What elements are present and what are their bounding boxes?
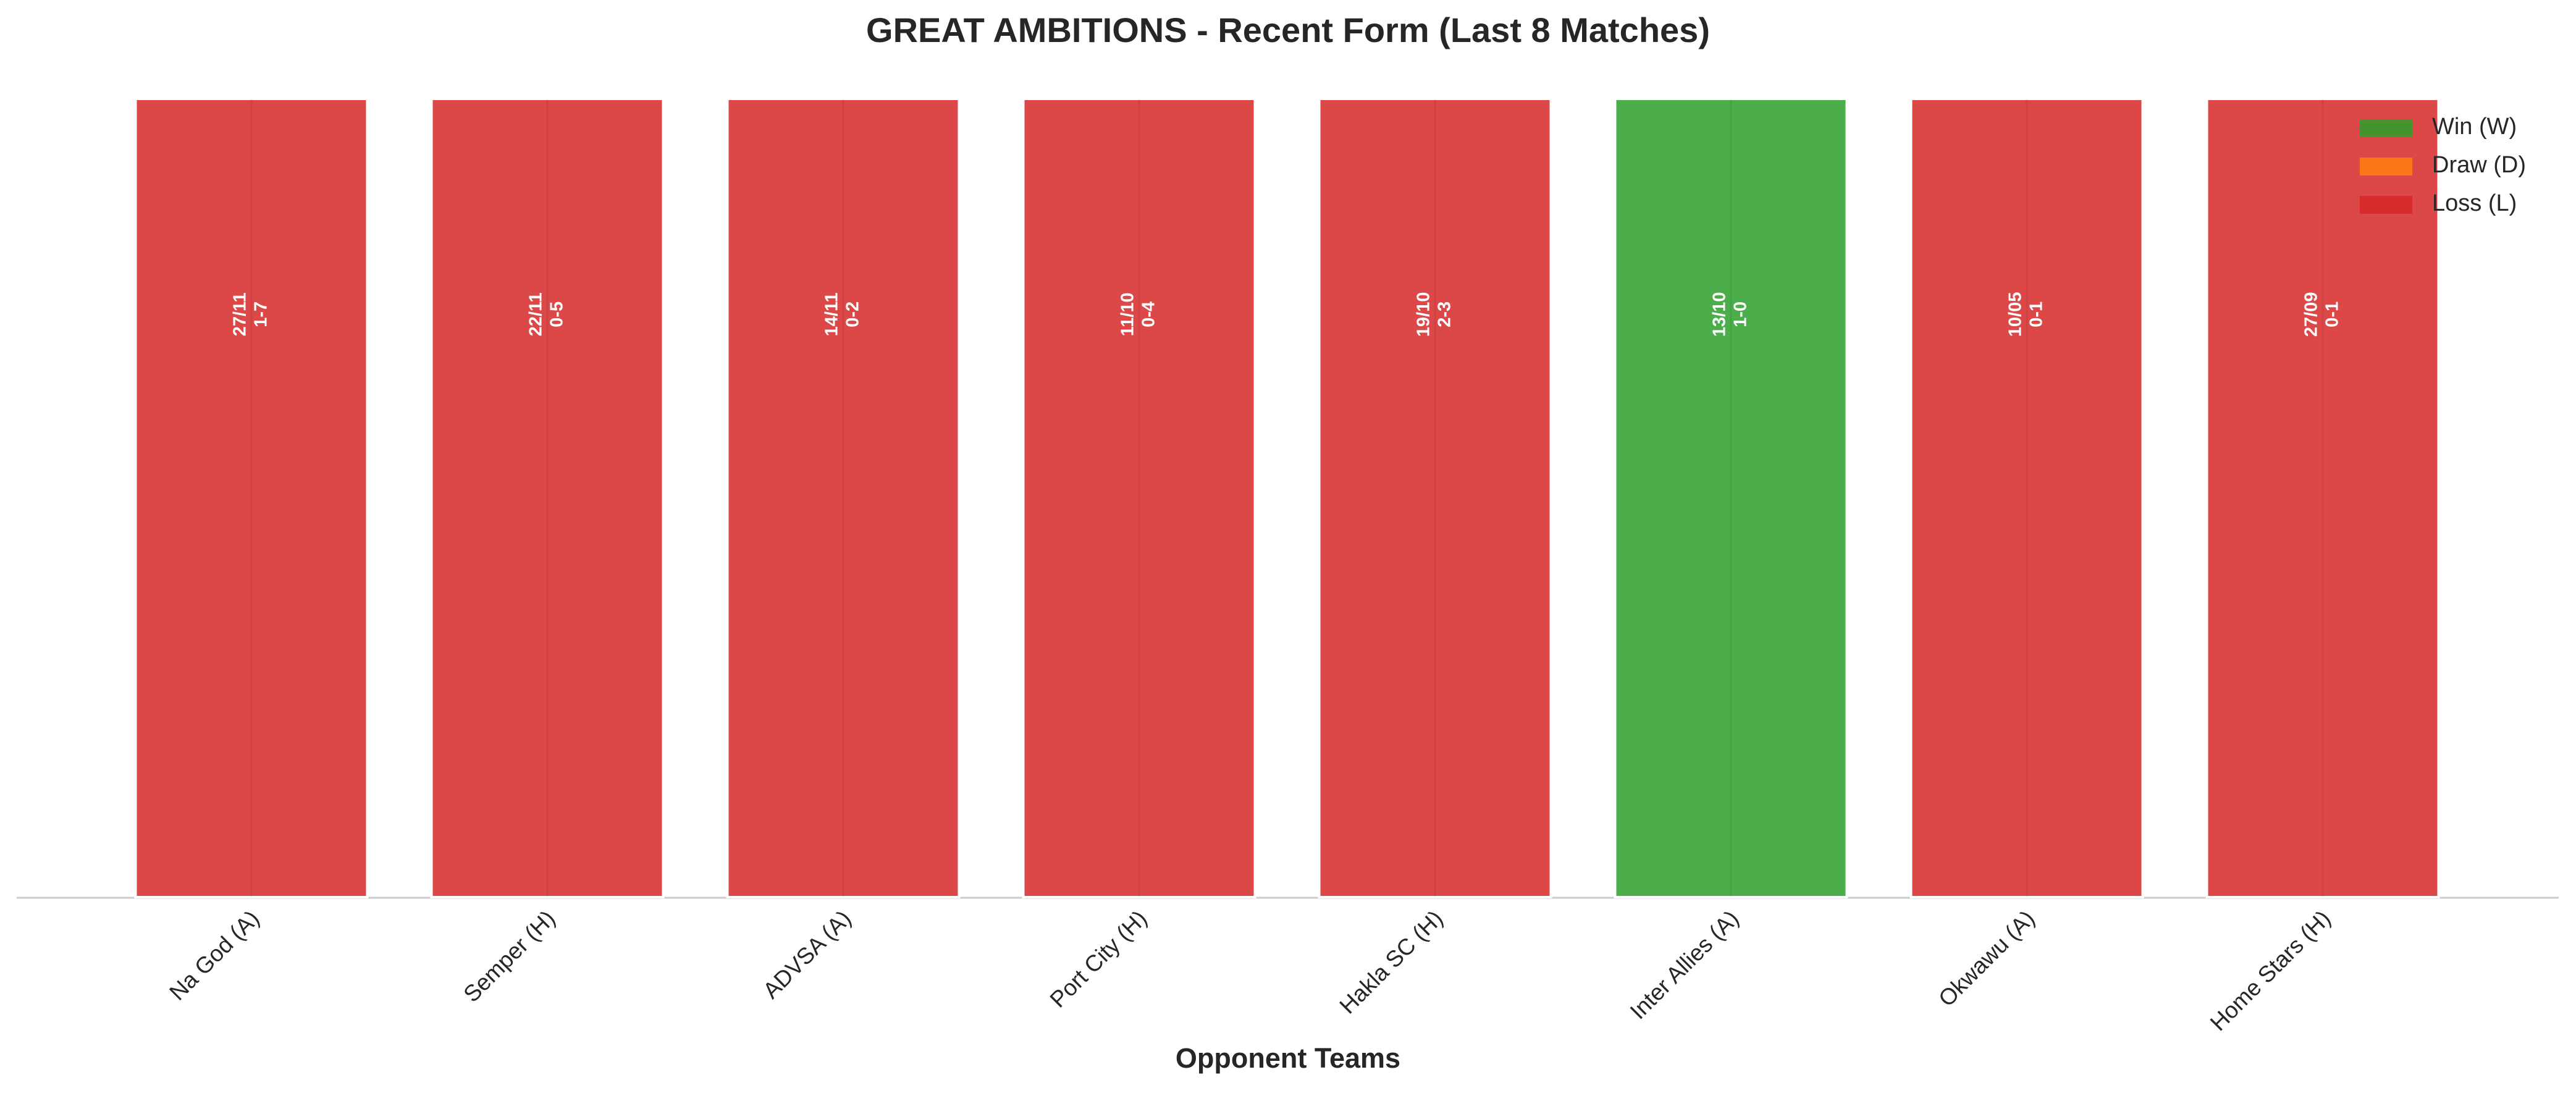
x-tick-label: Hakla SC (H) <box>1334 906 1447 1019</box>
legend-label: Win (W) <box>2432 114 2517 140</box>
x-tick-label: Port City (H) <box>1045 906 1152 1013</box>
bar-score-label: 0-5 <box>547 302 567 327</box>
x-tick-label: ADVSA (A) <box>758 906 856 1003</box>
x-tick-label: Okwawu (A) <box>1934 906 2039 1011</box>
bar-date-label: 19/10 <box>1414 292 1434 337</box>
x-tick-label: Na God (A) <box>164 906 264 1005</box>
legend-label: Loss (L) <box>2432 190 2517 216</box>
bar-date-label: 14/11 <box>822 292 842 336</box>
bar <box>1614 98 1848 898</box>
chart-title: GREAT AMBITIONS - Recent Form (Last 8 Ma… <box>866 11 1710 49</box>
bar-score-label: 1-0 <box>1731 302 1751 327</box>
bar-date-label: 27/11 <box>230 292 250 336</box>
bar-date-label: 11/10 <box>1118 292 1138 336</box>
bar <box>726 98 961 898</box>
x-tick-label: Semper (H) <box>458 906 560 1007</box>
bar-score-label: 0-2 <box>843 302 863 327</box>
bar-score-label: 1-7 <box>251 302 271 327</box>
bar <box>1909 98 2144 898</box>
bar <box>134 98 369 898</box>
x-axis-label: Opponent Teams <box>1176 1042 1400 1074</box>
legend-swatch <box>2360 119 2412 137</box>
bar-score-label: 0-4 <box>1139 302 1159 327</box>
legend-swatch <box>2360 158 2412 175</box>
bar-score-label: 0-1 <box>2323 302 2342 327</box>
x-tick-label: Inter Allies (A) <box>1625 906 1744 1024</box>
legend-label: Draw (D) <box>2432 152 2526 178</box>
bar-date-label: 13/10 <box>1710 292 1730 337</box>
bar <box>1318 98 1552 898</box>
legend-swatch <box>2360 196 2412 214</box>
bar <box>2205 98 2440 898</box>
bar-date-label: 27/09 <box>2302 292 2321 337</box>
bar <box>1022 98 1256 898</box>
bar-date-label: 10/05 <box>2006 292 2026 337</box>
bar-score-label: 2-3 <box>1435 302 1455 327</box>
bar-score-label: 0-1 <box>2027 302 2047 327</box>
bar <box>430 98 665 898</box>
x-tick-label: Home Stars (H) <box>2205 906 2336 1036</box>
bar-date-label: 22/11 <box>526 292 546 336</box>
